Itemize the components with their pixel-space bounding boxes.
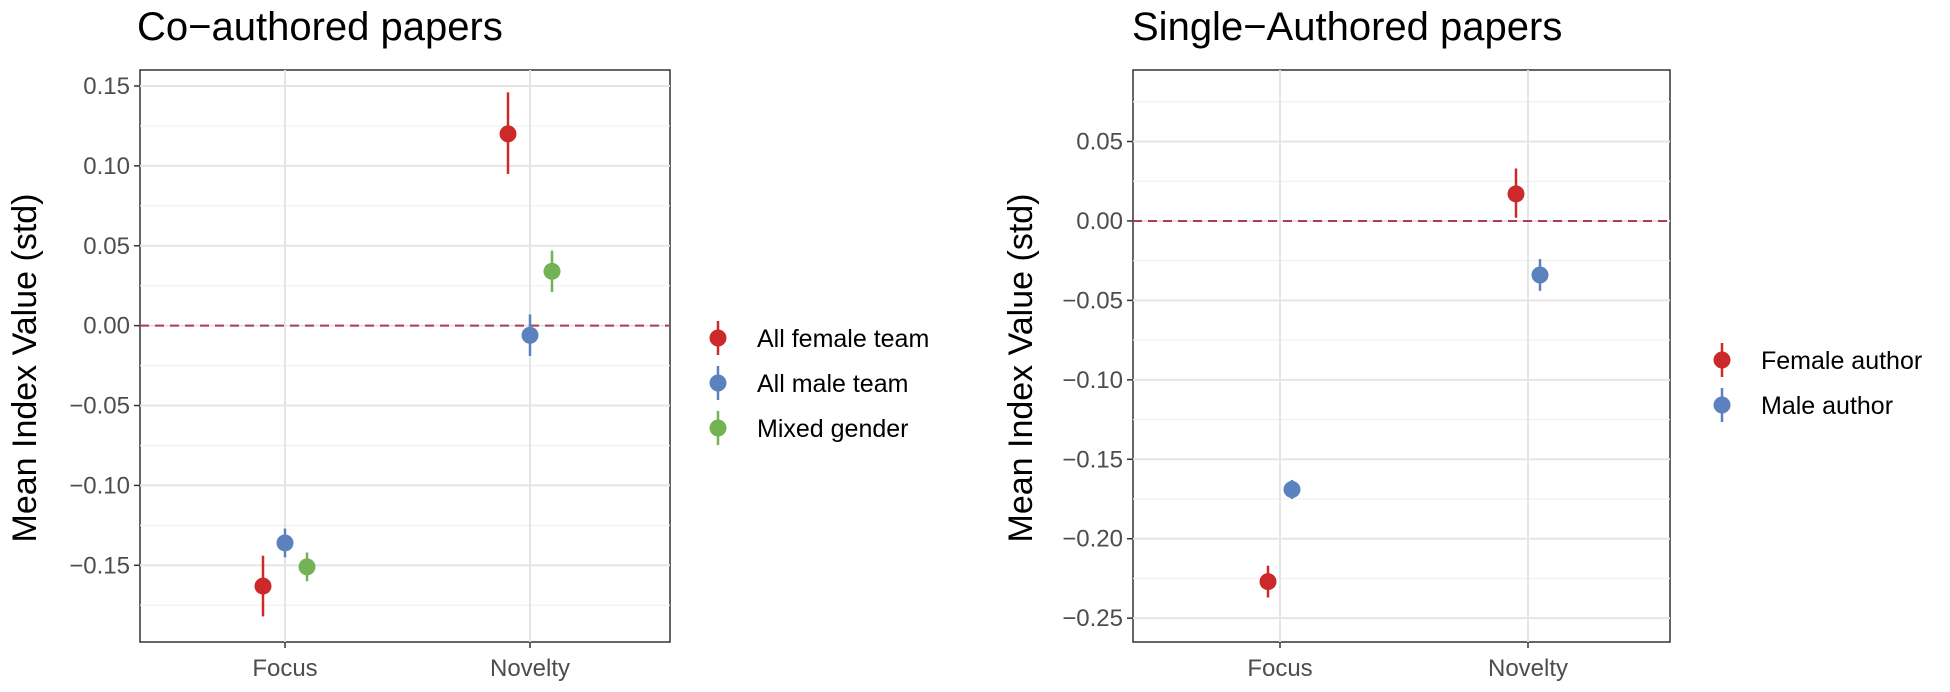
data-point	[499, 125, 517, 143]
y-axis-title: Mean Index Value (std)	[6, 194, 44, 543]
legend: All female team All male team Mixed gend…	[709, 321, 929, 445]
legend-key-point	[1713, 351, 1731, 369]
y-axis: 0.15 0.10 0.05 0.00 −0.05 −0.10 −0.15	[69, 73, 130, 579]
legend-label: Mixed gender	[757, 415, 908, 443]
data-point	[254, 577, 272, 595]
gridlines	[134, 70, 670, 648]
y-axis-title: Mean Index Value (std)	[1002, 194, 1040, 543]
y-tick-label: −0.20	[1062, 526, 1123, 553]
data-point	[1507, 185, 1525, 203]
y-tick-label: 0.00	[83, 313, 130, 340]
data-point	[543, 262, 561, 280]
legend-label: Male author	[1761, 392, 1893, 420]
y-tick-label: 0.05	[1076, 129, 1123, 156]
y-tick-label: −0.25	[1062, 605, 1123, 632]
gridlines	[1127, 70, 1670, 648]
x-tick-label: Novelty	[1488, 655, 1568, 682]
y-tick-label: 0.00	[1076, 208, 1123, 235]
legend-label: All female team	[757, 325, 929, 353]
data-point	[1531, 266, 1549, 284]
legend-key-point	[709, 329, 727, 347]
chart-title: Co−authored papers	[137, 5, 503, 49]
legend-label: All male team	[757, 370, 908, 398]
chart-coauthored: Co−authored papers Mean Index Value (std…	[6, 5, 929, 682]
data-points	[1259, 168, 1549, 598]
y-tick-label: −0.10	[1062, 367, 1123, 394]
x-axis: Focus Novelty	[252, 655, 570, 682]
legend: Female author Male author	[1713, 343, 1922, 422]
x-axis: Focus Novelty	[1247, 655, 1568, 682]
data-point	[298, 558, 316, 576]
legend-label: Female author	[1761, 347, 1922, 375]
x-tick-label: Focus	[1247, 655, 1312, 682]
legend-key-point	[709, 374, 727, 392]
y-tick-label: −0.05	[69, 393, 130, 420]
data-points	[254, 92, 561, 617]
chart-title: Single−Authored papers	[1132, 5, 1562, 49]
plot-panel	[1132, 69, 1671, 643]
legend-key-point	[709, 419, 727, 437]
chart-single-authored: Single−Authored papers Mean Index Value …	[1002, 5, 1922, 682]
plot-panel	[139, 69, 671, 643]
legend-key-point	[1713, 396, 1731, 414]
y-tick-label: −0.10	[69, 472, 130, 499]
y-axis: 0.05 0.00 −0.05 −0.10 −0.15 −0.20 −0.25	[1062, 129, 1123, 633]
y-tick-label: −0.05	[1062, 287, 1123, 314]
x-tick-label: Focus	[252, 655, 317, 682]
y-tick-label: 0.05	[83, 233, 130, 260]
y-tick-label: −0.15	[69, 552, 130, 579]
y-tick-label: −0.15	[1062, 446, 1123, 473]
data-point	[1259, 573, 1277, 591]
data-point	[1283, 480, 1301, 498]
x-tick-label: Novelty	[490, 655, 570, 682]
data-point	[521, 326, 539, 344]
data-point	[276, 534, 294, 552]
y-tick-label: 0.10	[83, 153, 130, 180]
y-tick-label: 0.15	[83, 73, 130, 100]
